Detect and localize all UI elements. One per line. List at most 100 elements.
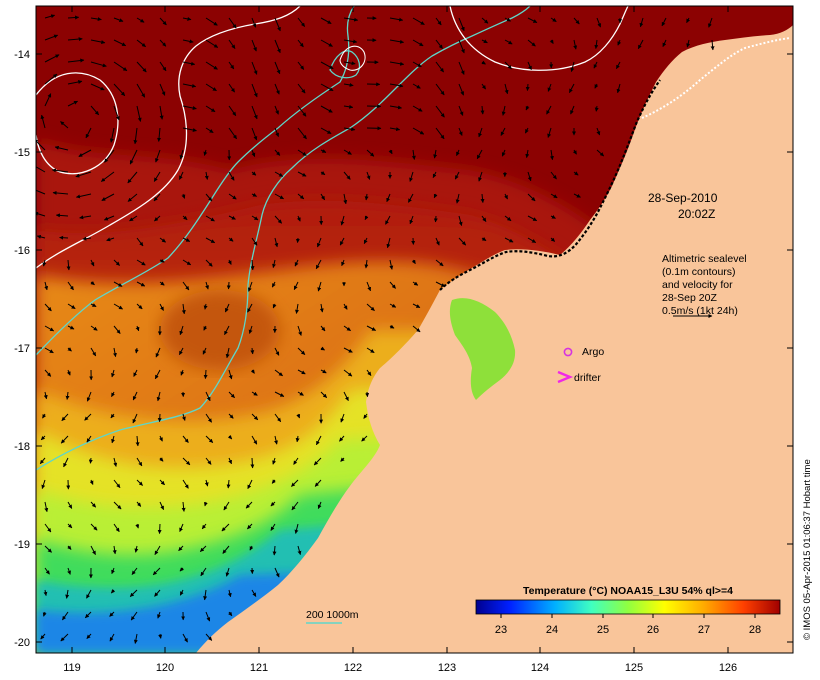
velocity-arrow — [315, 435, 322, 446]
velocity-arrow — [180, 369, 185, 376]
velocity-arrow — [458, 39, 465, 54]
x-tick-label: 121 — [250, 662, 268, 674]
velocity-arrow — [297, 149, 307, 156]
velocity-arrow — [433, 215, 438, 223]
velocity-arrow — [159, 39, 167, 47]
velocity-arrow — [435, 39, 443, 49]
velocity-arrow — [127, 193, 138, 202]
time-text: 20:02Z — [678, 207, 715, 221]
velocity-arrow — [343, 303, 348, 310]
velocity-arrow — [274, 413, 282, 423]
velocity-arrow — [182, 457, 191, 466]
velocity-arrow — [157, 611, 161, 619]
velocity-arrow — [228, 105, 237, 117]
velocity-arrow — [389, 83, 404, 88]
velocity-arrow — [247, 303, 253, 313]
velocity-arrow — [228, 171, 235, 181]
isobath-seamount — [329, 50, 361, 79]
velocity-arrow — [221, 523, 230, 532]
velocity-arrow — [203, 149, 208, 156]
velocity-arrow — [343, 193, 348, 205]
velocity-arrow — [157, 413, 162, 423]
velocity-arrow — [274, 61, 281, 75]
velocity-arrow — [433, 149, 438, 159]
velocity-arrow — [90, 17, 102, 22]
velocity-arrow — [317, 501, 322, 509]
velocity-arrow — [154, 215, 161, 222]
velocity-arrow — [159, 457, 164, 462]
velocity-arrow — [203, 369, 208, 379]
velocity-arrow — [67, 37, 83, 42]
velocity-arrow — [60, 633, 69, 642]
x-tick-label: 120 — [156, 662, 174, 674]
velocity-arrow — [134, 347, 139, 354]
velocity-arrow — [458, 61, 465, 75]
velocity-arrow — [435, 281, 446, 288]
velocity-arrow — [76, 193, 92, 199]
velocity-arrow — [435, 105, 445, 118]
velocity-arrow — [181, 193, 186, 199]
x-tick: 121 — [250, 6, 268, 674]
velocity-arrow — [274, 83, 280, 95]
velocity-arrow — [389, 61, 405, 66]
velocity-arrow — [458, 215, 463, 226]
velocity-arrow — [136, 281, 146, 287]
x-axis: 119 120 121 122 123 124 125 126 — [63, 6, 737, 674]
velocity-arrow — [153, 193, 161, 202]
velocity-arrow — [44, 501, 49, 513]
colorbar-tick: 26 — [647, 614, 659, 636]
velocity-arrow — [113, 303, 123, 310]
velocity-arrow — [205, 215, 215, 222]
velocity-arrow — [90, 501, 97, 508]
velocity-arrow — [274, 215, 283, 224]
velocity-arrow — [272, 545, 277, 556]
velocity-arrow — [159, 17, 167, 26]
velocity-arrow — [297, 545, 302, 555]
velocity-arrow — [131, 567, 138, 575]
velocity-arrow — [320, 171, 326, 176]
velocity-arrow — [570, 105, 575, 115]
velocity-arrow — [178, 347, 184, 356]
velocity-arrow — [411, 149, 416, 160]
velocity-arrow — [251, 391, 258, 396]
velocity-arrow — [159, 237, 166, 243]
x-tick: 124 — [531, 6, 549, 674]
velocity-arrow — [412, 325, 421, 333]
velocity-arrow — [435, 237, 440, 246]
velocity-arrow — [343, 127, 356, 132]
velocity-arrow — [389, 259, 394, 270]
velocity-arrow — [249, 545, 254, 551]
velocity-arrow — [320, 127, 332, 135]
velocity-arrow — [251, 171, 257, 176]
velocity-arrow — [75, 171, 92, 178]
velocity-arrow — [135, 523, 140, 529]
velocity-arrow — [547, 127, 552, 138]
velocity-arrow — [270, 501, 276, 507]
velocity-arrow — [295, 435, 300, 443]
velocity-arrow — [313, 457, 322, 466]
peninsula-shelf-water — [449, 298, 516, 400]
x-tick-label: 124 — [531, 662, 549, 674]
drifter-label: drifter — [574, 372, 601, 384]
velocity-arrow — [504, 61, 512, 70]
velocity-arrow — [274, 39, 281, 54]
velocity-arrow — [389, 303, 397, 308]
velocity-arrow — [204, 479, 209, 487]
velocity-arrow — [435, 127, 445, 140]
velocity-arrow — [110, 413, 115, 419]
velocity-arrow — [90, 325, 98, 331]
velocity-arrow — [129, 215, 138, 222]
colorbar-gradient — [475, 599, 781, 615]
velocity-arrow — [550, 17, 557, 23]
velocity-arrow — [159, 83, 166, 96]
velocity-arrow — [86, 633, 92, 639]
velocity-arrow — [297, 347, 306, 355]
velocity-arrow — [86, 589, 92, 599]
velocity-arrow — [154, 589, 161, 597]
velocity-arrow — [339, 237, 345, 246]
velocity-arrow — [297, 83, 306, 94]
velocity-arrow — [481, 236, 487, 242]
velocity-arrow — [40, 114, 46, 129]
velocity-arrow — [36, 234, 46, 239]
velocity-arrow — [320, 193, 326, 201]
